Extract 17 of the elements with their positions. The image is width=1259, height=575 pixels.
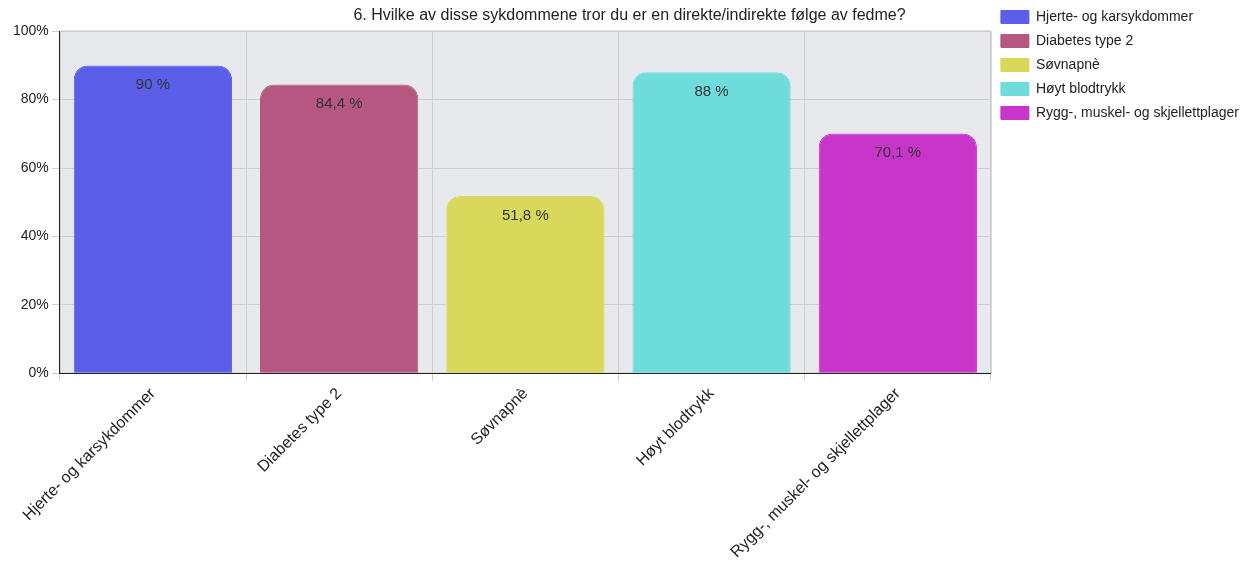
y-tick-label: 20% xyxy=(20,295,49,312)
data-label: 51,8 % xyxy=(502,205,549,223)
y-tick-label: 0% xyxy=(28,364,49,381)
data-label: 84,4 % xyxy=(315,94,363,112)
y-tick-label: 40% xyxy=(20,227,49,244)
legend-label: Søvnapnè xyxy=(1035,55,1100,72)
y-tick-label: 60% xyxy=(20,158,49,175)
chart-title: 6. Hvilke av disse sykdommene tror du er en direkte/indirekte følge av fedme? xyxy=(353,6,906,24)
y-tick-label: 80% xyxy=(20,90,49,107)
legend-label: Diabetes type 2 xyxy=(1035,31,1134,48)
legend-label: Høyt blodtrykk xyxy=(1035,79,1127,96)
legend-label: Rygg-, muskel- og skjellettplager xyxy=(1035,103,1240,120)
legend-label: Hjerte- og karsykdommer xyxy=(1035,7,1194,24)
data-label: 90 % xyxy=(135,75,171,93)
data-label: 70,1 % xyxy=(874,143,922,161)
data-label: 88 % xyxy=(694,81,729,99)
y-tick-label: 100% xyxy=(12,22,49,39)
